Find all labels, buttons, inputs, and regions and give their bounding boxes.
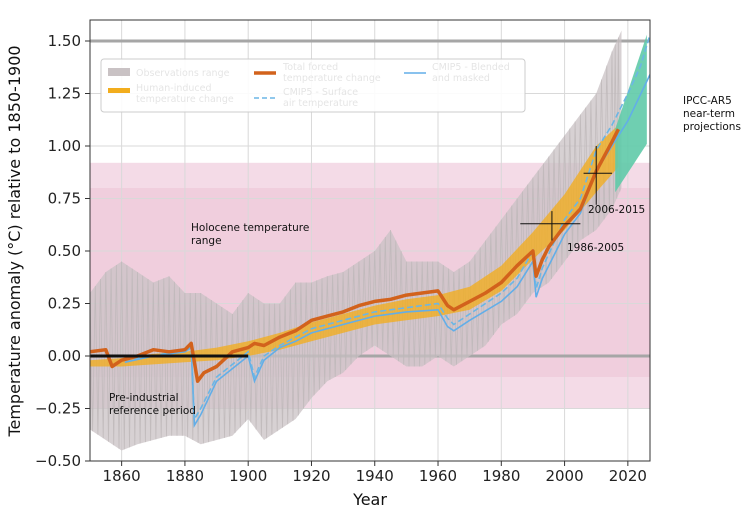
x-axis-ticks: 1860 1880 1900 1920 1940 1960 1980 2000 2020 — [103, 461, 647, 485]
x-tick-label: 1900 — [229, 467, 267, 485]
x-tick-label: 2020 — [609, 467, 647, 485]
y-tick-label: 1.00 — [48, 137, 81, 155]
legend — [100, 58, 526, 113]
x-tick-label: 1860 — [103, 467, 141, 485]
x-tick-label: 1940 — [356, 467, 394, 485]
y-tick-label: −0.50 — [35, 452, 81, 470]
pre-industrial-label: Pre-industrial reference period — [109, 392, 196, 417]
x-tick-label: 1920 — [292, 467, 330, 485]
y-tick-label: 0.25 — [48, 295, 81, 313]
x-tick-label: 1880 — [166, 467, 204, 485]
x-tick-label: 2000 — [545, 467, 583, 485]
legend-swatch-observations — [108, 68, 130, 76]
cmip5-blended-line — [124, 74, 650, 429]
y-tick-label: 0.50 — [48, 242, 81, 260]
y-axis-ticks: −0.50 −0.25 0.00 0.25 0.50 0.75 1.00 1.25 1.50 — [35, 32, 90, 470]
y-axis-label: Temperature anomaly (°C) relative to 185… — [5, 45, 24, 437]
legend-box — [100, 58, 526, 113]
y-tick-label: 0.75 — [48, 190, 81, 208]
human-induced-band — [90, 125, 619, 367]
x-axis-label: Year — [352, 490, 387, 509]
legend-swatch-human-induced — [108, 88, 130, 93]
period-1986-2005-label: 1986-2005 — [567, 242, 624, 254]
period-2006-2015-label: 2006-2015 — [588, 204, 645, 216]
ipcc-projections-label: IPCC-AR5 near-term projections — [683, 95, 741, 133]
x-tick-label: 1980 — [482, 467, 520, 485]
y-tick-label: 1.25 — [48, 85, 81, 103]
period-markers — [520, 146, 613, 241]
cmip5-surface-line — [124, 34, 650, 422]
total-forced-line — [90, 128, 620, 383]
y-tick-label: 0.00 — [48, 347, 81, 365]
plot-frame — [89, 19, 651, 462]
y-tick-label: −0.25 — [35, 400, 81, 418]
x-tick-label: 1960 — [419, 467, 457, 485]
holocene-label: Holocene temperature range — [191, 222, 309, 247]
y-tick-label: 1.50 — [48, 32, 81, 50]
